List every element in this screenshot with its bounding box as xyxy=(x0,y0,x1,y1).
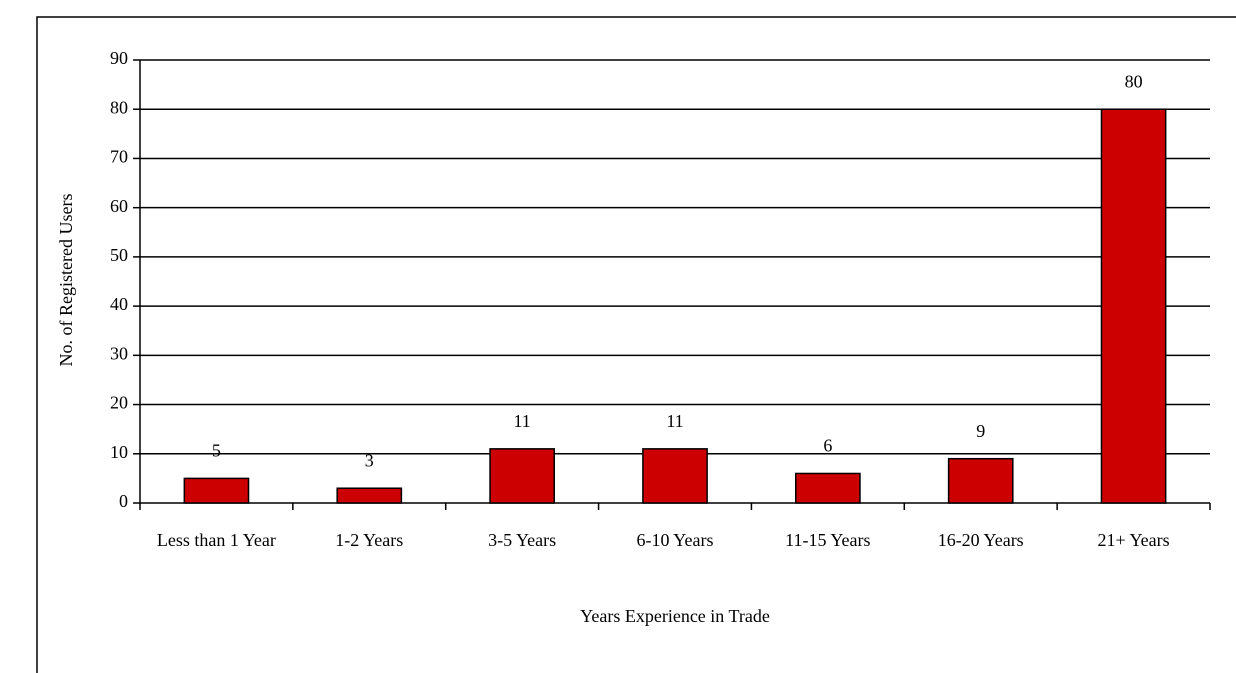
bar xyxy=(183,477,250,504)
data-label: 3 xyxy=(365,450,374,470)
data-label: 11 xyxy=(666,411,683,431)
y-axis-label: No. of Registered Users xyxy=(56,194,76,367)
y-tick-label: 80 xyxy=(110,97,128,117)
data-label: 80 xyxy=(1125,71,1143,91)
bar xyxy=(795,472,861,504)
y-tick-label: 90 xyxy=(110,48,128,68)
data-label: 5 xyxy=(212,441,221,461)
y-tick-label: 60 xyxy=(110,196,128,216)
x-axis-label: Years Experience in Trade xyxy=(580,606,770,626)
data-label: 9 xyxy=(976,421,985,441)
data-label: 11 xyxy=(513,411,530,431)
x-tick-label: 16-20 Years xyxy=(937,530,1024,550)
y-tick-label: 40 xyxy=(110,294,128,314)
x-tick-label: 11-15 Years xyxy=(785,530,871,550)
x-tick-label: 1-2 Years xyxy=(335,530,404,550)
y-tick-label: 20 xyxy=(110,393,128,413)
data-label: 6 xyxy=(823,436,832,456)
y-tick-label: 30 xyxy=(110,343,128,363)
x-tick-label: 3-5 Years xyxy=(488,530,557,550)
bar xyxy=(1100,108,1167,504)
y-tick-label: 50 xyxy=(110,245,128,265)
bar xyxy=(336,487,403,504)
chart-frame xyxy=(36,16,1236,673)
y-tick-label: 70 xyxy=(110,147,128,167)
bar xyxy=(947,457,1014,504)
x-tick-label: Less than 1 Year xyxy=(156,530,276,550)
x-tick-label: 21+ Years xyxy=(1097,530,1170,550)
bar xyxy=(642,448,708,504)
bar xyxy=(489,448,555,504)
x-tick-label: 6-10 Years xyxy=(636,530,714,550)
y-tick-label: 10 xyxy=(110,442,128,462)
y-tick-label: 0 xyxy=(119,491,128,511)
